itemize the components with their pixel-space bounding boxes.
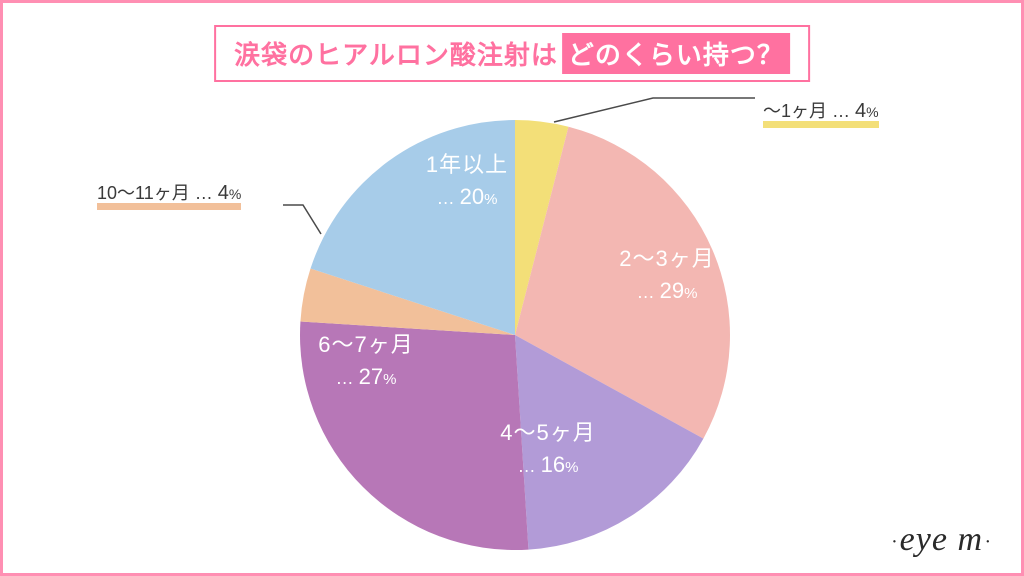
title-part-1: 涙袋のヒアルロン酸注射は <box>234 35 558 72</box>
chart-title: 涙袋のヒアルロン酸注射は どのくらい持つ？ <box>214 25 810 82</box>
callout-label: 10～11ヶ月 … 4% <box>97 183 241 210</box>
callout-line <box>554 98 755 122</box>
slice-label: 6～7ヶ月… 27% <box>286 329 446 393</box>
slice-label: 2～3ヶ月… 29% <box>587 243 747 307</box>
slice-label: 1年以上… 20% <box>387 149 547 213</box>
callout-label: ～1ヶ月 … 4% <box>763 101 879 128</box>
slice-label: 4～5ヶ月… 16% <box>468 417 628 481</box>
brand-logo: eye m <box>890 521 993 559</box>
pie-chart-area: ～1ヶ月 … 4% 2～3ヶ月… 29% 4～5ヶ月… 16% 6～7ヶ月… 27% 1… <box>3 95 1024 565</box>
title-part-2: どのくらい持つ？ <box>562 33 790 74</box>
callout-line <box>283 205 321 234</box>
